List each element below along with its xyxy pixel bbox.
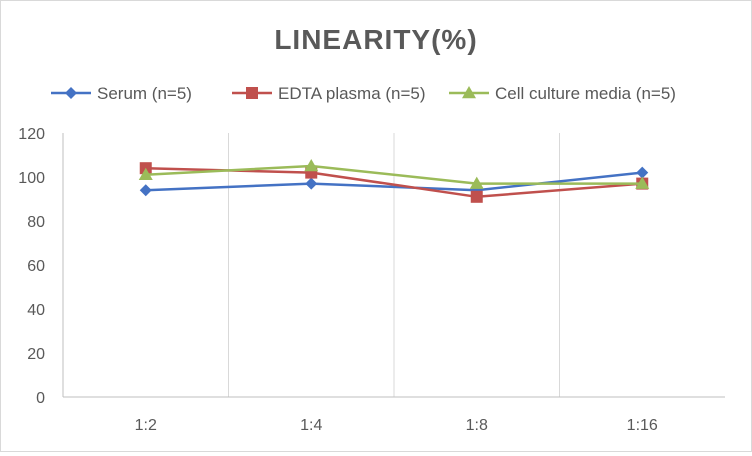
series-line — [145, 171, 643, 192]
y-tick-label: 20 — [27, 346, 45, 363]
x-tick-label: 1:8 — [466, 417, 488, 434]
series-line — [145, 164, 643, 185]
y-tick-label: 0 — [36, 390, 45, 407]
x-tick-label: 1:4 — [300, 417, 322, 434]
data-point — [469, 176, 484, 189]
legend-label: Serum (n=5) — [97, 84, 192, 103]
legend-label: Cell culture media (n=5) — [495, 84, 676, 103]
data-point — [635, 176, 650, 189]
legend-item: Cell culture media (n=5) — [449, 84, 676, 103]
y-tick-label: 80 — [27, 214, 45, 231]
data-point — [65, 87, 77, 99]
x-tick-label: 1:2 — [135, 417, 157, 434]
y-tick-label: 100 — [18, 170, 45, 187]
y-tick-label: 60 — [27, 258, 45, 275]
legend-label: EDTA plasma (n=5) — [278, 84, 426, 103]
plot-area: 0 20 40 60 80 100 120 1:2 1:4 1:8 1:16 — [18, 126, 725, 434]
data-point — [139, 184, 152, 197]
data-point — [462, 86, 476, 99]
chart-title: LINEARITY(%) — [274, 24, 477, 55]
series-triangle — [138, 159, 650, 189]
data-point — [246, 87, 258, 99]
data-point — [304, 159, 319, 172]
data-point — [138, 167, 153, 181]
y-tick-label: 40 — [27, 302, 45, 319]
legend-item: Serum (n=5) — [51, 84, 192, 103]
legend-item: EDTA plasma (n=5) — [232, 84, 426, 103]
data-point — [305, 177, 318, 190]
data-point — [470, 190, 483, 203]
data-point — [636, 166, 649, 179]
x-tick-label: 1:16 — [627, 417, 658, 434]
legend: Serum (n=5) EDTA plasma (n=5) Cell culture… — [51, 84, 676, 103]
y-tick-label: 120 — [18, 126, 45, 143]
